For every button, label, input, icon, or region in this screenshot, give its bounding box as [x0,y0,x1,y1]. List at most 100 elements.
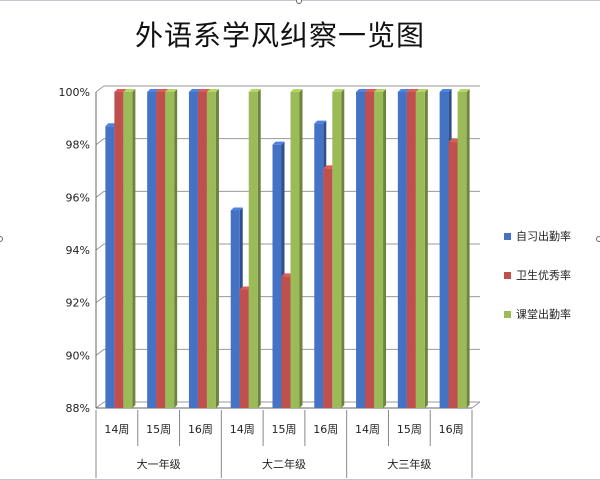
bar-side [424,89,428,408]
selection-handle-left[interactable] [0,236,3,242]
legend-item: 课堂出勤率 [504,306,600,322]
bar [415,92,425,408]
y-tick-label: 92% [66,297,90,310]
x-tick-label: 16周 [439,423,464,436]
bar-top [123,89,136,92]
bar [290,92,300,408]
y-tick-label: 98% [66,139,90,152]
bar-top [206,89,219,92]
bar [397,92,407,408]
y-tick-label: 88% [66,402,90,415]
gridline-diagonal [95,348,105,356]
x-tick-label: 14周 [104,423,129,436]
bar [114,92,124,408]
bar-top [439,89,452,92]
x-tick-label: 15周 [397,423,422,436]
bar-top [314,120,327,124]
bar [105,126,115,408]
bar-top [332,89,345,92]
bar [206,92,216,408]
y-tick-label: 94% [66,244,90,257]
gridline-diagonal [95,296,105,304]
bar [165,92,175,408]
x-tick-label: 14周 [355,423,380,436]
bar [123,92,133,408]
bar [239,289,249,408]
bar [323,168,333,408]
bar-top [415,89,428,92]
bar [188,92,198,408]
bar [272,144,282,408]
bar-side [383,89,387,408]
bar [281,276,291,408]
x-tick-label: 15周 [272,423,297,436]
bar-top [165,89,178,92]
gridline-diagonal [95,138,105,146]
y-tick-label: 90% [66,349,90,362]
bar-top [457,89,470,92]
x-tick-label: 16周 [313,423,338,436]
bar-top [272,141,285,145]
bar-top [290,89,303,92]
group-label: 大一年级 [137,457,181,471]
legend-label: 卫生优秀率 [516,269,571,282]
bar [314,123,324,408]
legend-item: 卫生优秀率 [504,267,600,283]
bar-top [374,89,387,92]
bar-top [365,89,378,92]
selection-handle-right[interactable] [596,236,600,242]
legend-label: 自习出勤率 [516,230,571,243]
bar-top [397,89,410,92]
bar-top [356,89,369,92]
bar-side [299,89,303,408]
bar-top [147,89,160,92]
bar-top [114,89,127,92]
legend: 自习出勤率卫生优秀率课堂出勤率 [504,228,600,345]
gridline-diagonal [95,243,105,251]
bar-side [132,89,136,408]
group-label: 大二年级 [262,457,306,471]
group-label: 大三年级 [387,457,431,471]
bar-side [174,89,178,408]
gridline-diagonal [95,85,105,93]
legend-swatch [504,310,511,318]
x-tick-label: 15周 [146,423,171,436]
legend-label: 课堂出勤率 [516,308,571,321]
chart-title: 外语系学风纠察一览图 [134,19,425,52]
gridline-diagonal [95,190,105,198]
bar [197,92,207,408]
bar-side [341,89,345,408]
bar-top [197,89,210,92]
bar [356,92,366,408]
bar [448,142,458,409]
bar [332,92,342,408]
floor-edge [471,401,481,409]
bar-side [466,89,470,408]
y-tick-label: 100% [59,86,90,99]
bar [374,92,384,408]
bar [406,92,416,408]
bar-top [248,89,261,92]
bar [457,92,467,408]
legend-swatch [504,232,511,240]
selection-handle-top[interactable] [296,0,302,4]
bar [365,92,375,408]
y-tick-label: 96% [66,191,90,204]
bar-side [257,89,261,408]
bar-side [215,89,219,408]
x-tick-label: 16周 [188,423,213,436]
bar-top [406,89,419,92]
bar-top [188,89,201,92]
bar [230,210,240,408]
x-tick-label: 14周 [230,423,255,436]
bar-top [230,207,243,211]
bar-top [156,89,169,92]
bar [439,92,449,408]
gridline-diagonal [95,401,105,409]
legend-swatch [504,271,511,279]
bar [156,92,166,408]
legend-item: 自习出勤率 [504,228,600,244]
bar [248,92,258,408]
bar [147,92,157,408]
